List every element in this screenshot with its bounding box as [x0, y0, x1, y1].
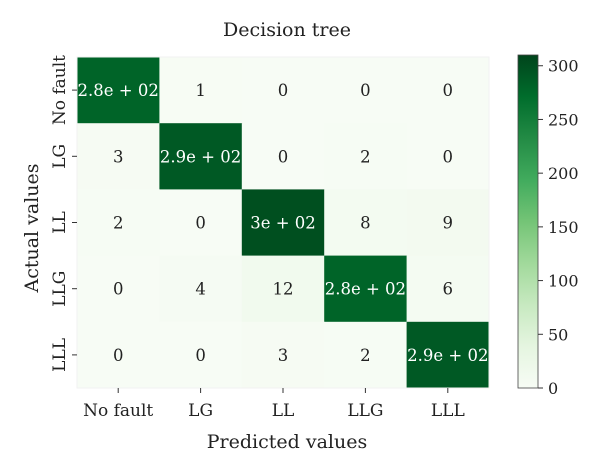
heatmap-cell: [241, 123, 325, 190]
y-tick-label: LLG: [50, 271, 70, 307]
heatmap-cell: [159, 189, 243, 257]
colorbar-tick-label: 250: [548, 110, 579, 129]
heatmap-cell: [241, 57, 325, 124]
heatmap-cell: [324, 321, 408, 389]
cell-value-label: 3e + 02: [250, 214, 316, 233]
heatmap-cell: [406, 123, 490, 190]
cell-value-label: 4: [195, 280, 206, 299]
cell-value-label: 2: [113, 214, 124, 233]
cell-value-label: 8: [360, 214, 371, 233]
cell-value-label: 6: [443, 280, 454, 299]
chart-title: Decision tree: [223, 19, 351, 41]
x-axis-label: Predicted values: [207, 431, 367, 453]
cell-value-label: 0: [443, 81, 454, 100]
cell-value-label: 2: [360, 147, 371, 166]
heatmap-cell: [324, 189, 408, 257]
cell-value-label: 0: [360, 81, 371, 100]
colorbar: 0 50 100 150 200 250 300: [517, 54, 579, 398]
x-tick-label: LG: [188, 401, 213, 421]
heatmap-cell: [406, 255, 490, 323]
y-tick-label: LLL: [50, 338, 70, 372]
heatmap-cell: [159, 123, 243, 190]
cell-value-label: 0: [113, 346, 124, 365]
colorbar-tick-label: 150: [548, 218, 579, 237]
heatmap-cell: [77, 57, 160, 124]
x-tick-labels: No fault LG LL LLG LLL: [83, 388, 465, 421]
heatmap-cell: [77, 123, 160, 190]
cell-value-label: 2.9e + 02: [407, 346, 488, 365]
y-tick-label: LL: [50, 211, 70, 234]
x-tick-label: No fault: [83, 401, 153, 421]
colorbar-tick-label: 300: [548, 57, 579, 76]
colorbar-tick-label: 50: [548, 325, 568, 344]
cell-value-label: 0: [443, 147, 454, 166]
x-tick-label: LL: [272, 401, 295, 421]
colorbar-gradient: [517, 54, 539, 389]
heatmap-cell: [324, 255, 408, 323]
heatmap-cell: [159, 255, 243, 323]
cell-value-label: 3: [113, 147, 124, 166]
cell-value-label: 0: [113, 280, 124, 299]
cell-value-label: 2.9e + 02: [160, 147, 241, 166]
heatmap-cell: [406, 57, 490, 124]
cell-value-label: 0: [278, 147, 289, 166]
heatmap-cell: [77, 189, 160, 257]
y-axis-label: Actual values: [21, 163, 43, 293]
y-tick-label: No fault: [50, 55, 70, 125]
cell-value-label: 3: [278, 346, 289, 365]
cell-value-label: 2.8e + 02: [325, 280, 406, 299]
heatmap-cell: [159, 321, 243, 389]
x-tick-label: LLG: [347, 401, 383, 421]
cell-value-label: 1: [195, 81, 206, 100]
heatmap-cell: [406, 189, 490, 257]
heatmap-cell: [159, 57, 243, 124]
cell-value-label: 0: [278, 81, 289, 100]
cell-value-label: 0: [195, 214, 206, 233]
colorbar-tick-label: 100: [548, 272, 579, 291]
heatmap-cells: 2.8e + 02 1 0 0 0 3 2.9e + 02 0 2 0 2 0 3e + 02 8 9 0 4 1…: [76, 56, 490, 389]
heatmap-cell: [241, 189, 325, 257]
x-tick-label: LLL: [431, 401, 465, 421]
heatmap-cell: [77, 255, 160, 323]
cell-value-label: 2.8e + 02: [78, 81, 159, 100]
cell-value-label: 12: [273, 280, 294, 299]
heatmap-cell: [406, 321, 490, 389]
y-tick-label: LG: [50, 144, 70, 169]
heatmap-cell: [77, 321, 160, 389]
cell-value-label: 0: [195, 346, 206, 365]
heatmap-cell: [241, 255, 325, 323]
heatmap-cell: [324, 57, 408, 124]
heatmap-cell: [324, 123, 408, 190]
cell-value-label: 2: [360, 346, 371, 365]
cell-value-label: 9: [443, 214, 454, 233]
colorbar-tick-label: 200: [548, 164, 579, 183]
colorbar-tick-label: 0: [548, 379, 558, 398]
y-tick-labels: No fault LG LL LLG LLL: [50, 55, 77, 372]
heatmap-cell: [241, 321, 325, 389]
